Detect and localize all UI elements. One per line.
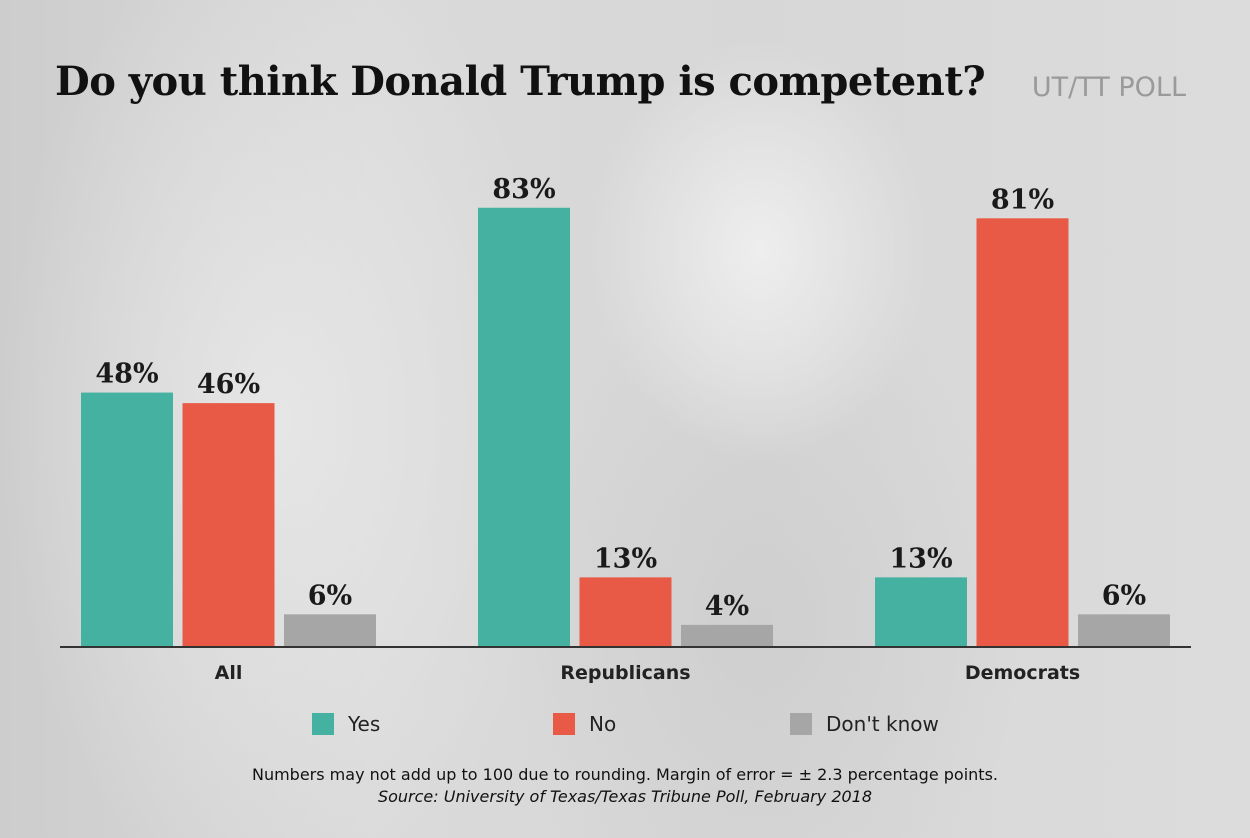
data-label-democrats-no: 81% (991, 184, 1054, 215)
bar-republicans-no (579, 577, 672, 646)
bar-democrats-no (976, 218, 1069, 646)
data-label-republicans-yes: 83% (492, 174, 555, 205)
legend-swatch-dont-know (790, 713, 812, 735)
legend-swatch-no (553, 713, 575, 735)
legend-label-yes: Yes (348, 712, 381, 736)
source-note: Source: University of Texas/Texas Tribun… (377, 787, 873, 806)
legend-item-yes: Yes (312, 712, 380, 736)
legend-item-dont-know: Don't know (790, 712, 939, 736)
chart-title: Do you think Donald Trump is competent? (55, 58, 986, 105)
legend: Yes No Don't know (0, 712, 1250, 742)
data-label-all-no: 46% (197, 369, 260, 400)
legend-item-no: No (553, 712, 616, 736)
legend-swatch-yes (312, 713, 334, 735)
bar-republicans-yes (478, 207, 570, 646)
legend-label-no: No (589, 712, 617, 736)
category-label-democrats: Democrats (965, 662, 1080, 684)
data-label-democrats-dont-know: 6% (1102, 580, 1146, 611)
bar-all-yes (81, 392, 173, 646)
data-label-all-yes: 48% (95, 359, 158, 390)
bar-republicans-dont-know (681, 624, 773, 646)
bar-democrats-dont-know (1078, 614, 1170, 646)
bar-democrats-yes (875, 577, 967, 646)
data-label-republicans-dont-know: 4% (705, 591, 749, 622)
data-label-republicans-no: 13% (594, 543, 657, 574)
category-label-republicans: Republicans (560, 662, 690, 684)
bar-all-no (182, 403, 275, 646)
legend-label-dont-know: Don't know (826, 712, 939, 736)
bar-chart: 48% 46% 6% All 83% 13% 4% Republicans 13% 81% 6% De… (60, 174, 1191, 684)
poll-label: UT/TT POLL (1031, 72, 1186, 103)
data-label-democrats-yes: 13% (889, 543, 952, 574)
category-label-all: All (215, 662, 243, 684)
data-label-all-dont-know: 6% (308, 580, 352, 611)
bar-all-dont-know (284, 614, 376, 646)
footnote: Numbers may not add up to 100 due to rou… (251, 765, 998, 784)
